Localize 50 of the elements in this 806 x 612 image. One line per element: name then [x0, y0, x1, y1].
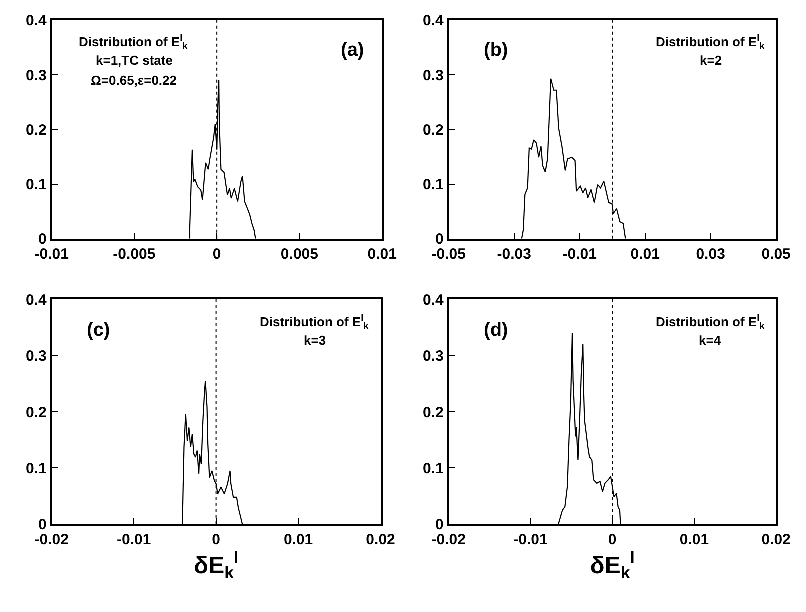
x-tick-label: -0.01	[116, 531, 152, 548]
y-tick-label: 0.1	[26, 176, 47, 194]
x-tick-label: 0.01	[368, 246, 397, 263]
y-tick-label: 0.3	[423, 67, 444, 84]
x-tick-label: -0.05	[432, 246, 466, 263]
x-tick-label: 0.01	[284, 531, 314, 548]
x-tick-label: -0.01	[562, 246, 597, 263]
y-tick-label: 0.1	[26, 460, 47, 478]
y-tick-label: 0.3	[423, 348, 444, 366]
annotation: (c)	[87, 320, 110, 341]
x-tick-label: 0	[212, 531, 220, 548]
y-tick-label: 0.1	[423, 176, 444, 194]
annotation: (b)	[484, 40, 508, 61]
annotation: (a)	[341, 40, 364, 61]
x-tick-label: 0.02	[366, 531, 396, 548]
y-tick-label: 0.3	[26, 348, 47, 366]
y-tick-label: 0.4	[423, 292, 445, 309]
y-tick-label: 0.4	[26, 292, 48, 309]
y-tick-label: 0.4	[423, 12, 445, 30]
annotation: Ω=0.65,ε=0.22	[91, 73, 177, 88]
x-tick-label: -0.03	[497, 246, 532, 263]
y-tick-label: 0.2	[26, 404, 47, 422]
annotation: k=2	[700, 53, 722, 68]
x-tick-label: 0.05	[762, 246, 791, 263]
x-tick-label: 0.01	[680, 531, 710, 548]
y-tick-label: 0.2	[26, 122, 47, 139]
x-tick-label: 0.03	[696, 246, 726, 263]
annotation: k=3	[304, 333, 326, 348]
x-tick-label: -0.01	[34, 246, 69, 263]
x-tick-label: 0.005	[280, 246, 318, 263]
x-tick-label: 0	[608, 531, 617, 548]
y-tick-label: 0	[38, 231, 47, 248]
x-tick-label: -0.01	[514, 531, 548, 548]
y-tick-label: 0	[38, 516, 47, 534]
x-tick-label: 0	[212, 246, 222, 263]
y-tick-label: 0.3	[26, 67, 47, 84]
y-tick-label: 0.2	[423, 122, 444, 139]
y-tick-label: 0.2	[423, 404, 444, 422]
x-tick-label: -0.02	[432, 531, 466, 548]
annotation: k=1,TC state	[96, 53, 173, 68]
x-tick-label: 0.02	[762, 531, 791, 548]
x-tick-label: -0.02	[34, 531, 69, 548]
y-tick-label: 0	[436, 231, 444, 248]
y-tick-label: 0.4	[26, 12, 48, 30]
annotation: k=4	[699, 333, 722, 348]
annotation: (d)	[484, 320, 508, 341]
y-tick-label: 0.1	[423, 460, 444, 478]
x-tick-label: -0.005	[113, 246, 156, 263]
x-tick-label: 0.01	[630, 246, 660, 263]
y-tick-label: 0	[436, 516, 444, 534]
